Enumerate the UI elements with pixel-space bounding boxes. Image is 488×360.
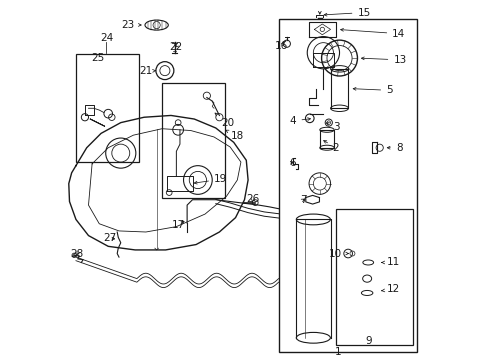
Text: 22: 22 bbox=[169, 42, 182, 51]
Text: 14: 14 bbox=[340, 28, 405, 39]
Text: 15: 15 bbox=[324, 8, 370, 18]
Text: 4: 4 bbox=[289, 116, 310, 126]
Text: 5: 5 bbox=[352, 85, 392, 95]
Text: 16: 16 bbox=[274, 41, 287, 50]
Bar bbox=[335, 209, 412, 345]
Text: 8: 8 bbox=[386, 143, 402, 153]
Text: 3: 3 bbox=[325, 122, 339, 132]
Text: 10: 10 bbox=[328, 248, 348, 258]
Text: 7: 7 bbox=[299, 195, 306, 205]
Text: 6: 6 bbox=[288, 158, 295, 168]
Text: 1: 1 bbox=[334, 347, 340, 357]
Text: 12: 12 bbox=[381, 284, 400, 294]
Text: 20: 20 bbox=[215, 113, 234, 128]
Text: 26: 26 bbox=[246, 194, 259, 204]
Text: 28: 28 bbox=[70, 249, 83, 259]
Text: 17: 17 bbox=[172, 220, 185, 230]
Text: 21: 21 bbox=[139, 66, 155, 76]
Text: 23: 23 bbox=[121, 20, 141, 30]
Text: 27: 27 bbox=[102, 233, 116, 243]
Text: 25: 25 bbox=[91, 53, 104, 63]
Text: 24: 24 bbox=[100, 33, 113, 43]
Text: 11: 11 bbox=[381, 257, 400, 267]
Text: 19: 19 bbox=[194, 174, 227, 184]
Text: 18: 18 bbox=[225, 130, 244, 141]
Bar bbox=[278, 19, 416, 352]
Bar bbox=[162, 83, 224, 198]
Bar bbox=[76, 54, 139, 162]
Text: 13: 13 bbox=[361, 55, 406, 65]
Text: 9: 9 bbox=[364, 336, 371, 346]
Text: 2: 2 bbox=[323, 140, 339, 153]
